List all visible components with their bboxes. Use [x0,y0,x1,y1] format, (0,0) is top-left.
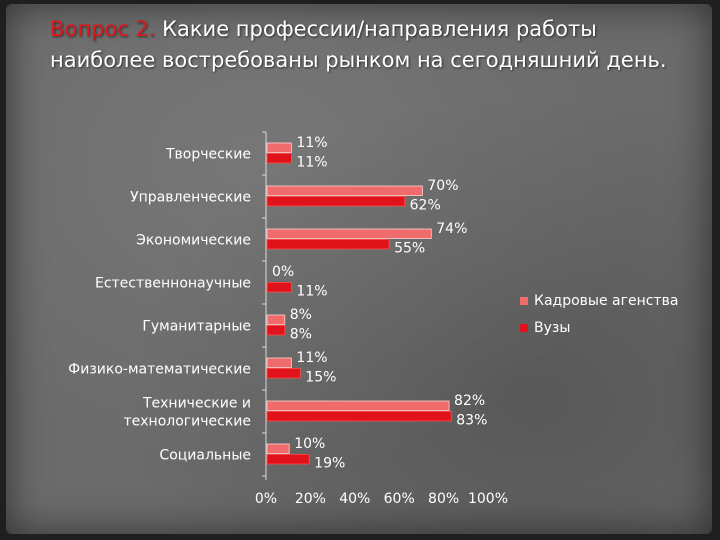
category-label: Управленческие [130,190,251,206]
data-label: 11% [296,135,327,151]
data-label: 0% [272,264,294,280]
bar-universities [266,454,310,465]
legend-swatch [520,297,528,305]
bar-universities [266,282,292,293]
data-label: 55% [394,241,425,257]
slide-background: Вопрос 2. Какие профессии/направления ра… [6,4,712,534]
legend-label: Кадровые агенства [534,293,678,309]
category-label: Физико-математические [68,362,251,378]
bar-universities [266,239,390,250]
x-tick-label: 40% [339,491,370,507]
x-tick-label: 100% [468,491,508,507]
x-tick-label: 0% [255,491,277,507]
bar-universities [266,153,292,164]
bar-universities [266,325,286,336]
data-label: 11% [296,350,327,366]
data-label: 8% [290,327,312,343]
slide-title: Вопрос 2. Какие профессии/направления ра… [50,14,690,76]
data-label: 83% [456,413,487,429]
data-label: 70% [427,178,458,194]
bar-agencies [266,443,290,454]
data-label: 15% [305,370,336,386]
category-label: Экономические [136,233,251,249]
data-label: 19% [314,456,345,472]
data-label: 8% [290,307,312,323]
bar-agencies [266,400,450,411]
data-label: 11% [296,284,327,300]
bar-agencies [266,357,292,368]
category-label: Естественнонаучные [95,276,251,292]
category-label: Технические и [142,396,251,412]
bar-agencies [266,228,432,239]
bar-agencies [266,314,286,325]
bar-universities [266,368,301,379]
category-label: технологические [124,414,252,430]
legend-swatch [520,324,528,332]
bar-agencies [266,185,423,196]
bar-universities [266,196,406,207]
category-label: Гуманитарные [142,319,251,335]
data-label: 62% [410,198,441,214]
x-tick-label: 80% [428,491,459,507]
data-label: 10% [294,436,325,452]
question-label: Вопрос 2. [50,17,156,41]
x-tick-label: 60% [384,491,415,507]
bar-agencies [266,142,292,153]
x-tick-label: 20% [295,491,326,507]
bar-universities [266,411,452,422]
legend-label: Вузы [534,320,570,336]
data-label: 74% [436,221,467,237]
question-text: Какие профессии/направления работы наибо… [50,17,667,72]
category-label: Социальные [159,448,251,464]
category-label: Творческие [165,147,251,163]
data-label: 82% [454,393,485,409]
data-label: 11% [296,155,327,171]
